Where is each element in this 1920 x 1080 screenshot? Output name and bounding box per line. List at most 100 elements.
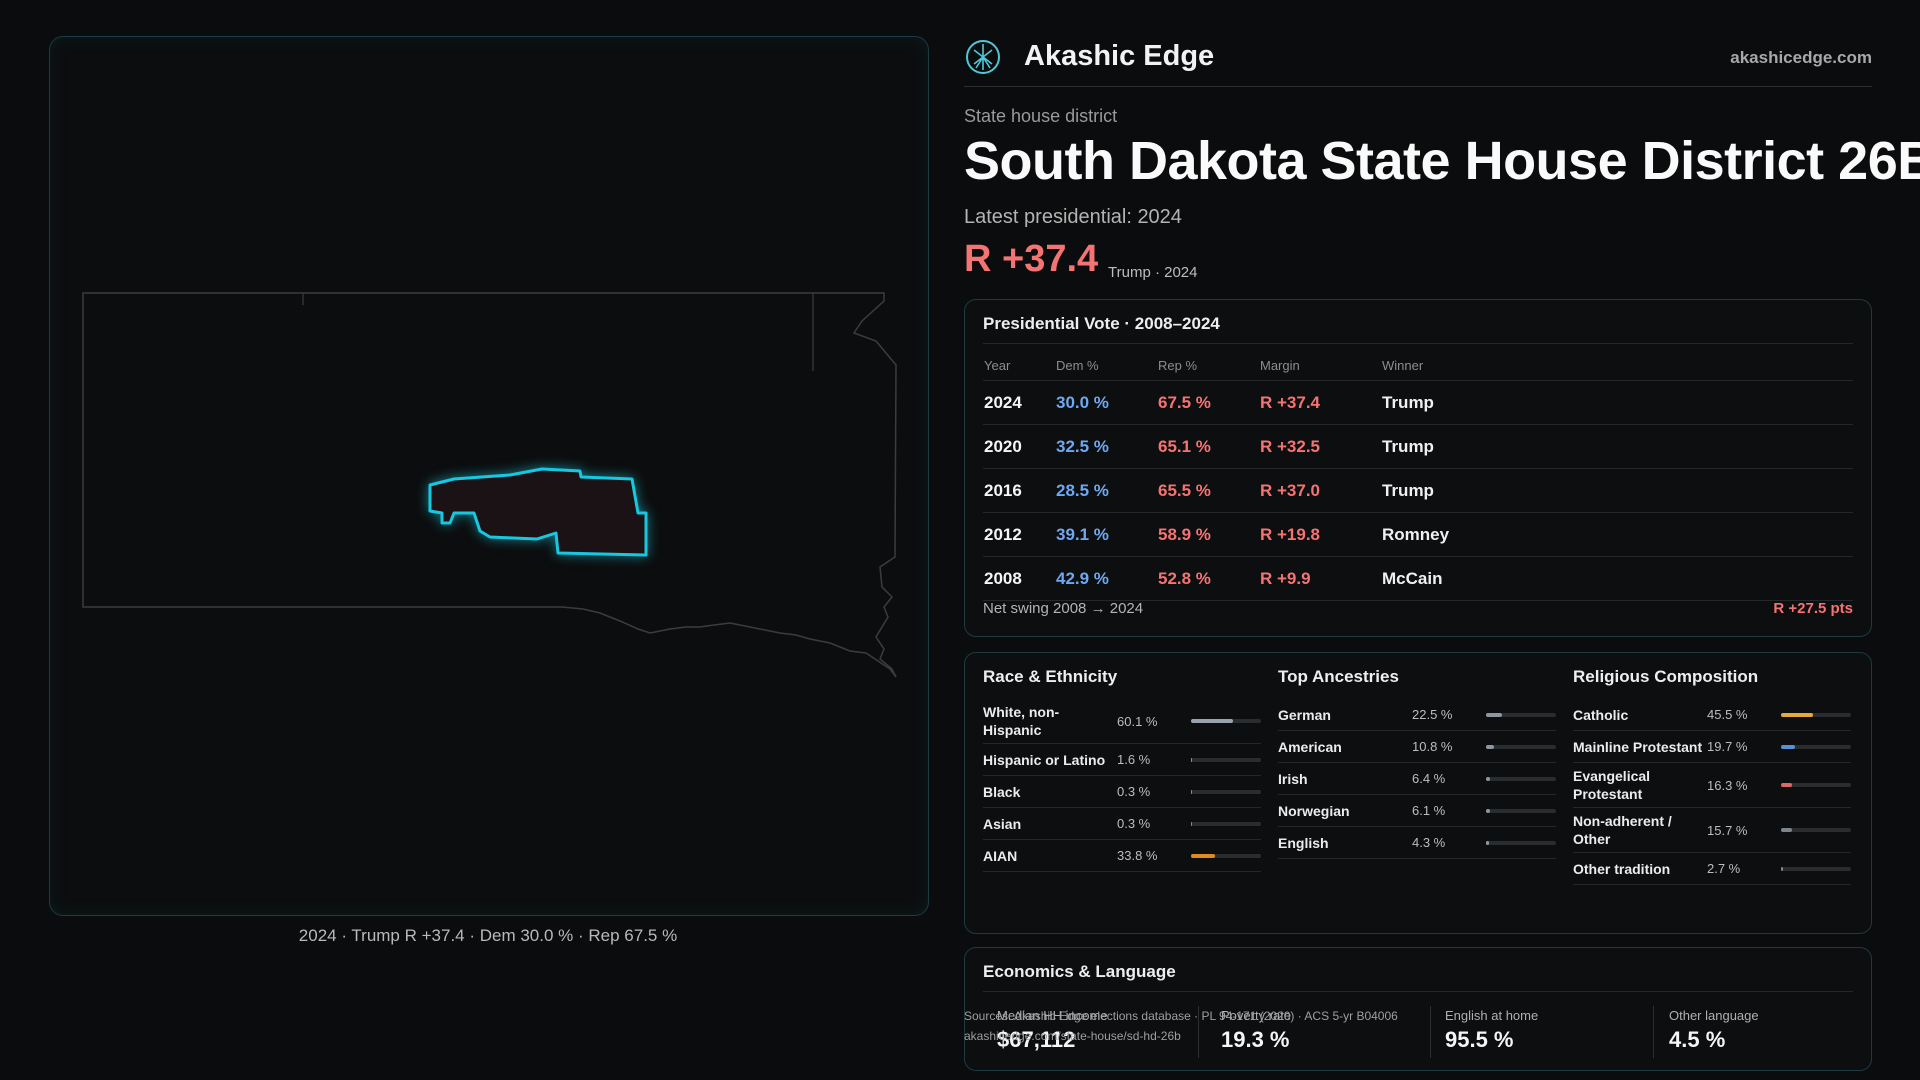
district-outline[interactable]	[428, 467, 648, 557]
ancestry-bar	[1486, 712, 1556, 717]
religion-bar	[1781, 866, 1851, 871]
cell-year: 2012	[983, 512, 1055, 557]
cell-margin: R +37.0	[1259, 468, 1381, 513]
race-bar-fill	[1191, 757, 1193, 762]
map-panel[interactable]	[49, 36, 929, 916]
cell-dem: 39.1 %	[1055, 512, 1157, 557]
race-bar-fill	[1191, 719, 1234, 723]
cell-year: 2020	[983, 424, 1055, 469]
race-row: Hispanic or Latino 1.6 %	[983, 744, 1261, 776]
cell-margin: R +19.8	[1259, 512, 1381, 557]
col-rep: Rep %	[1157, 350, 1259, 381]
race-row: AIAN 33.8 %	[983, 840, 1261, 872]
ancestry-label: Norwegian	[1278, 802, 1350, 819]
table-header-row: Year Dem % Rep % Margin Winner	[983, 350, 1853, 381]
ancestry-bar-fill	[1486, 744, 1494, 749]
cell-year: 2008	[983, 556, 1055, 601]
religion-bar-fill	[1781, 783, 1793, 787]
race-bar	[1191, 821, 1261, 826]
table-row: 2020 32.5 % 65.1 % R +32.5 Trump	[983, 424, 1853, 469]
religion-bar-fill	[1781, 712, 1813, 717]
ancestry-bar	[1486, 808, 1556, 813]
religion-row: Catholic 45.5 %	[1573, 699, 1851, 731]
cell-margin: R +32.5	[1259, 424, 1381, 469]
ancestry-row: German 22.5 %	[1278, 699, 1556, 731]
stat-label: Other language	[1669, 1008, 1759, 1023]
ancestry-row: American 10.8 %	[1278, 731, 1556, 763]
ancestry-label: German	[1278, 706, 1331, 723]
race-percent: 60.1 %	[1117, 713, 1158, 729]
stat-value: 95.5 %	[1445, 1027, 1514, 1052]
brand-domain[interactable]: akashicedge.com	[1730, 48, 1872, 67]
stat-english-at-home: English at home 95.5 %	[1445, 1008, 1645, 1053]
ancestry-percent: 6.4 %	[1412, 771, 1446, 786]
ancestries-title: Top Ancestries	[1278, 667, 1399, 686]
cell-winner: Trump	[1381, 380, 1853, 425]
religion-section: Religious Composition Catholic 45.5 % Main…	[1573, 667, 1851, 885]
source-url[interactable]: akashicedge.com/state-house/sd-hd-26b	[964, 1029, 1181, 1043]
ancestry-percent: 4.3 %	[1412, 835, 1446, 850]
stat-value: 4.5 %	[1669, 1027, 1726, 1052]
race-ethnicity-title: Race & Ethnicity	[983, 667, 1118, 686]
ancestry-percent: 6.1 %	[1412, 803, 1446, 818]
presidential-vote-card: Presidential Vote · 2008–2024 Year Dem %…	[964, 299, 1872, 637]
presidential-vote-table: Year Dem % Rep % Margin Winner 2024 30.0…	[983, 350, 1853, 601]
stat-median-income: Median HH income $67,112	[997, 1008, 1197, 1053]
ancestry-bar-fill	[1486, 808, 1491, 813]
race-label: Hispanic or Latino	[983, 751, 1106, 768]
ancestry-row: Norwegian 6.1 %	[1278, 795, 1556, 827]
net-swing: Net swing 2008 → 2024 R +27.5 pts	[983, 600, 1853, 617]
latest-margin-sub: Trump · 2024	[1108, 264, 1198, 281]
cell-winner: McCain	[1381, 556, 1853, 601]
race-label: AIAN	[983, 847, 1018, 864]
race-percent: 1.6 %	[1117, 752, 1151, 767]
ancestry-percent: 22.5 %	[1412, 707, 1453, 722]
stat-other-language: Other language 4.5 %	[1669, 1008, 1869, 1053]
stat-value: 19.3 %	[1221, 1027, 1290, 1052]
ancestry-row: Irish 6.4 %	[1278, 763, 1556, 795]
religion-percent: 19.7 %	[1707, 739, 1748, 754]
religion-percent: 15.7 %	[1707, 822, 1748, 838]
state-outline	[82, 292, 897, 678]
presidential-vote-title: Presidential Vote · 2008–2024	[983, 314, 1220, 333]
religion-label: Evangelical Protestant	[1573, 768, 1651, 802]
ancestries-section: Top Ancestries German 22.5 % American 10.8 …	[1278, 667, 1556, 859]
ancestry-bar	[1486, 744, 1556, 749]
religion-bar-fill	[1781, 828, 1792, 832]
religion-bar-fill	[1781, 744, 1795, 749]
stat-label: Median HH income	[997, 1008, 1108, 1023]
cell-rep: 52.8 %	[1157, 556, 1259, 601]
race-bar	[1191, 757, 1261, 762]
col-dem: Dem %	[1055, 350, 1157, 381]
cell-winner: Trump	[1381, 468, 1853, 513]
religion-row: Non-adherent / Other 15.7 %	[1573, 808, 1851, 853]
ancestry-bar-fill	[1486, 840, 1489, 845]
race-label: White, non-Hispanic	[983, 704, 1060, 738]
ancestry-label: American	[1278, 738, 1342, 755]
cell-year: 2024	[983, 380, 1055, 425]
race-row: Black 0.3 %	[983, 776, 1261, 808]
map-caption: 2024 · Trump R +37.4 · Dem 30.0 % · Rep …	[298, 926, 678, 945]
race-bar	[1191, 853, 1261, 858]
table-row: 2016 28.5 % 65.5 % R +37.0 Trump	[983, 468, 1853, 513]
brand-name[interactable]: Akashic Edge	[1024, 40, 1215, 72]
district-map[interactable]	[50, 37, 928, 915]
latest-margin: R +37.4	[964, 238, 1099, 280]
religion-row: Other tradition 2.7 %	[1573, 853, 1851, 885]
net-swing-value: R +27.5 pts	[1773, 600, 1853, 617]
table-row: 2012 39.1 % 58.9 % R +19.8 Romney	[983, 512, 1853, 557]
ancestry-bar	[1486, 776, 1556, 781]
table-row: 2008 42.9 % 52.8 % R +9.9 McCain	[983, 556, 1853, 601]
demographics-card: Race & Ethnicity White, non-Hispanic 60.1…	[964, 652, 1872, 934]
akashic-edge-logo-icon[interactable]	[964, 38, 1002, 76]
cell-rep: 67.5 %	[1157, 380, 1259, 425]
stat-poverty-rate: Poverty rate 19.3 %	[1221, 1008, 1421, 1053]
religion-bar	[1781, 783, 1851, 787]
race-bar-fill	[1191, 821, 1193, 826]
race-percent: 33.8 %	[1117, 848, 1158, 863]
cell-year: 2016	[983, 468, 1055, 513]
source-note: Sources: Akashic Edge elections database…	[964, 1006, 1398, 1046]
religion-row: Mainline Protestant 19.7 %	[1573, 731, 1851, 763]
net-swing-label: Net swing 2008 → 2024	[983, 600, 1144, 617]
race-bar	[1191, 789, 1261, 794]
